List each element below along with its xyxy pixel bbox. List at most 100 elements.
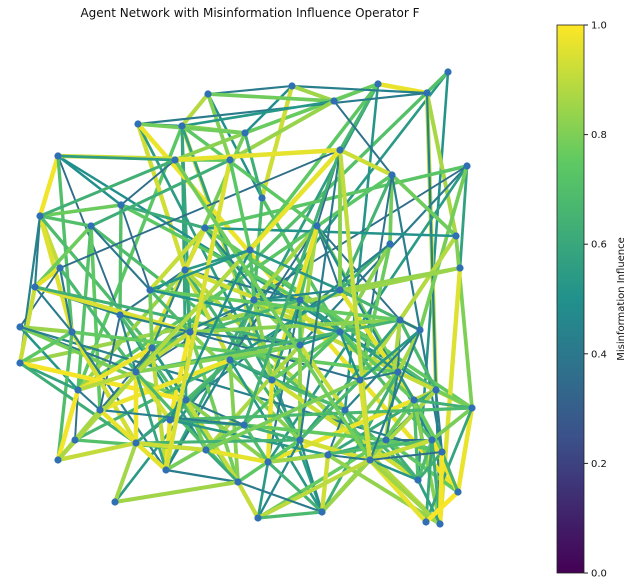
network-edge (255, 457, 373, 521)
network-edge (189, 331, 361, 381)
network-edge (458, 164, 469, 270)
network-edge (32, 265, 63, 290)
network-node (438, 448, 446, 456)
network-node (87, 222, 95, 230)
network-node (240, 421, 248, 429)
network-edge (290, 84, 429, 95)
network-node (386, 240, 394, 248)
network-edge (248, 82, 380, 252)
colorbar-tick-label: 1.0 (591, 21, 607, 32)
network-edge (270, 298, 302, 382)
network-edge (358, 370, 400, 382)
network-edge (290, 84, 336, 103)
network-edge (134, 438, 302, 445)
network-node (74, 386, 82, 394)
network-node (330, 97, 338, 105)
network-edge (182, 267, 233, 363)
network-edge (343, 328, 422, 412)
network-edge (206, 92, 232, 162)
network-edge (75, 369, 139, 393)
network-node (117, 201, 125, 209)
network-edge (326, 453, 442, 526)
network-node (422, 518, 430, 526)
network-node (416, 326, 424, 334)
network-node (241, 129, 249, 137)
network-node (202, 446, 210, 454)
network-edge (298, 378, 362, 442)
network-edge (148, 248, 252, 292)
network-nodes (16, 68, 476, 528)
network-edge (120, 204, 151, 291)
network-edge (89, 224, 152, 292)
network-edge (97, 357, 233, 413)
network-edge (228, 158, 252, 252)
network-edge (56, 330, 74, 462)
network-edge (55, 387, 81, 463)
network-edge (297, 342, 348, 413)
network-node (428, 436, 436, 444)
network-node (132, 368, 140, 376)
network-edge (33, 285, 302, 347)
network-node (226, 156, 234, 164)
network-edge (58, 266, 74, 334)
network-edge (242, 423, 388, 442)
network-node (336, 286, 344, 294)
network-edge (416, 450, 444, 482)
network-edge (235, 479, 261, 521)
network-edge (242, 148, 342, 427)
network-edge (69, 329, 139, 446)
network-edge (248, 248, 342, 292)
network-edge (390, 173, 444, 454)
network-node (388, 171, 396, 179)
network-node (204, 90, 212, 98)
network-edge (423, 489, 461, 525)
network-edge (179, 91, 211, 129)
network-node (324, 451, 332, 459)
network-graph (16, 68, 476, 528)
network-edge (204, 378, 362, 452)
network-edge (298, 298, 400, 374)
network-node (264, 458, 272, 466)
network-edge (203, 164, 469, 230)
network-node (414, 476, 422, 484)
network-edge (55, 407, 103, 463)
network-edge (236, 480, 324, 514)
network-node (171, 156, 179, 164)
network-node (394, 368, 402, 376)
network-node (68, 328, 76, 336)
network-edge (259, 83, 295, 201)
network-node (201, 224, 209, 232)
network-node (111, 498, 119, 506)
network-edge (163, 157, 233, 473)
network-edge (147, 225, 208, 293)
network-edge (412, 398, 442, 526)
network-edge (424, 90, 459, 239)
network-edge (59, 149, 341, 269)
network-edge (434, 388, 474, 410)
network-edge (206, 92, 336, 103)
network-node (296, 296, 304, 304)
network-edge (56, 154, 123, 207)
network-edges (17, 70, 475, 527)
network-edge (134, 343, 302, 374)
network-node (56, 264, 64, 272)
network-edge (97, 407, 169, 473)
network-edge (89, 158, 232, 228)
network-edge (38, 214, 93, 228)
network-node (468, 404, 476, 412)
network-edge (416, 438, 434, 482)
network-edge (18, 330, 74, 365)
network-node (116, 311, 124, 319)
network-node (36, 212, 44, 220)
network-edge (118, 313, 138, 374)
network-edge (248, 248, 256, 302)
network-edge (18, 325, 74, 334)
network-edge (390, 173, 458, 238)
network-edge (148, 288, 402, 322)
network-node (452, 232, 460, 240)
network-edge (247, 147, 343, 253)
network-node (146, 286, 154, 294)
network-edge (167, 329, 193, 423)
network-edge (316, 225, 341, 291)
